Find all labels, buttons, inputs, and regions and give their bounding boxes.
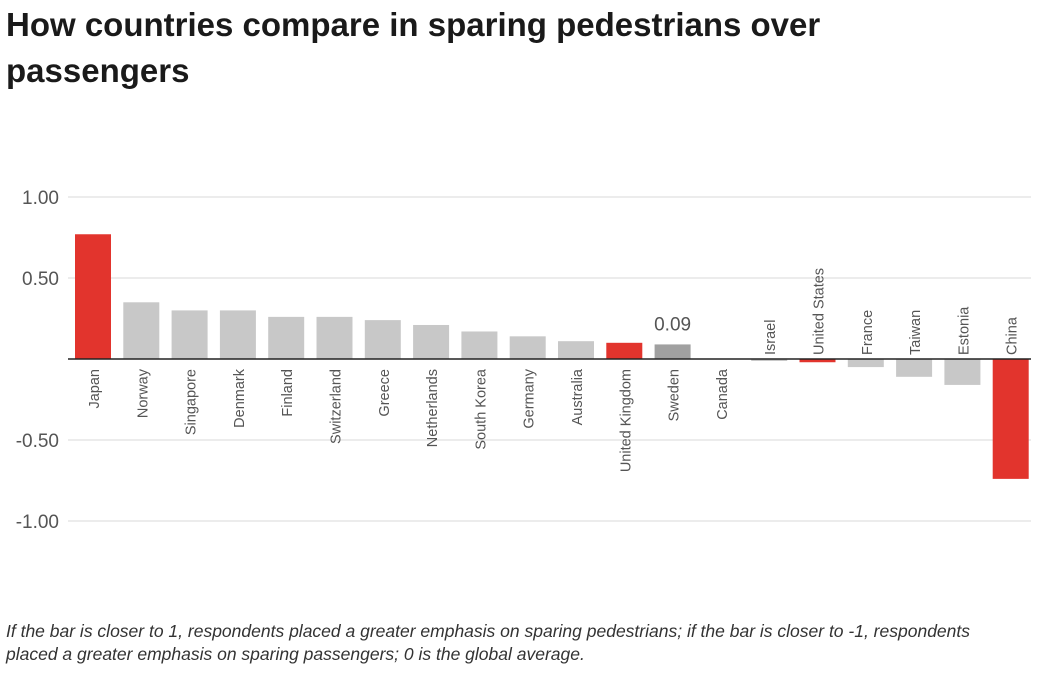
category-label-israel: Israel: [763, 320, 779, 355]
category-label-united-states: United States: [812, 268, 828, 355]
category-label-germany: Germany: [522, 368, 538, 428]
category-label-netherlands: Netherlands: [425, 369, 441, 447]
bar-china: [992, 359, 1029, 479]
bar-singapore: [171, 310, 208, 359]
bar-estonia: [944, 359, 981, 385]
category-label-switzerland: Switzerland: [329, 369, 345, 444]
category-label-greece: Greece: [377, 369, 393, 417]
category-label-australia: Australia: [570, 368, 586, 425]
bar-united-states: [799, 359, 836, 363]
bar-taiwan: [896, 359, 933, 377]
category-label-south-korea: South Korea: [473, 368, 489, 450]
y-tick-label: 0.50: [22, 269, 59, 290]
bar-france: [847, 359, 884, 368]
bar-sweden: [654, 344, 691, 359]
category-label-denmark: Denmark: [232, 368, 248, 428]
bar-japan: [75, 234, 111, 359]
category-label-estonia: Estonia: [956, 306, 972, 355]
bar-south-korea: [461, 331, 498, 359]
chart-footnote: If the bar is closer to 1, respondents p…: [6, 621, 971, 664]
gridlines: [68, 196, 1031, 522]
category-label-united-kingdom: United Kingdom: [618, 369, 634, 472]
bar-finland: [268, 316, 305, 359]
chart-title: How countries compare in sparing pedestr…: [6, 6, 821, 89]
bar-greece: [364, 320, 401, 359]
category-label-sweden: Sweden: [667, 369, 683, 421]
category-label-finland: Finland: [280, 369, 296, 417]
bar-chart: 1.00 0.50 -0.50 -1.00 Japan Norway Singapore D…: [16, 188, 1031, 533]
category-label-taiwan: Taiwan: [908, 310, 924, 355]
bar-israel: [751, 359, 788, 361]
category-label-norway: Norway: [135, 368, 151, 418]
bar-denmark: [219, 310, 256, 359]
annotations: 0.09: [654, 314, 691, 335]
y-tick-label: 1.00: [22, 188, 59, 209]
bar-norway: [123, 302, 160, 359]
category-label-france: France: [860, 310, 876, 355]
category-labels: Japan Norway Singapore Denmark Finland Switze…: [87, 268, 1021, 472]
bar-australia: [558, 341, 594, 359]
y-tick-label: -1.00: [16, 512, 59, 533]
bar-switzerland: [316, 316, 353, 359]
bar-netherlands: [413, 324, 450, 359]
bar-germany: [509, 336, 546, 359]
bar-united-kingdom: [606, 342, 643, 359]
bars: [68, 234, 1031, 479]
y-axis-tick-labels: 1.00 0.50 -0.50 -1.00: [16, 188, 59, 533]
category-label-china: China: [1005, 316, 1021, 355]
y-tick-label: -0.50: [16, 431, 59, 452]
category-label-singapore: Singapore: [184, 369, 200, 435]
category-label-japan: Japan: [87, 369, 103, 409]
data-label-sweden: 0.09: [654, 314, 691, 335]
category-label-canada: Canada: [715, 368, 731, 420]
